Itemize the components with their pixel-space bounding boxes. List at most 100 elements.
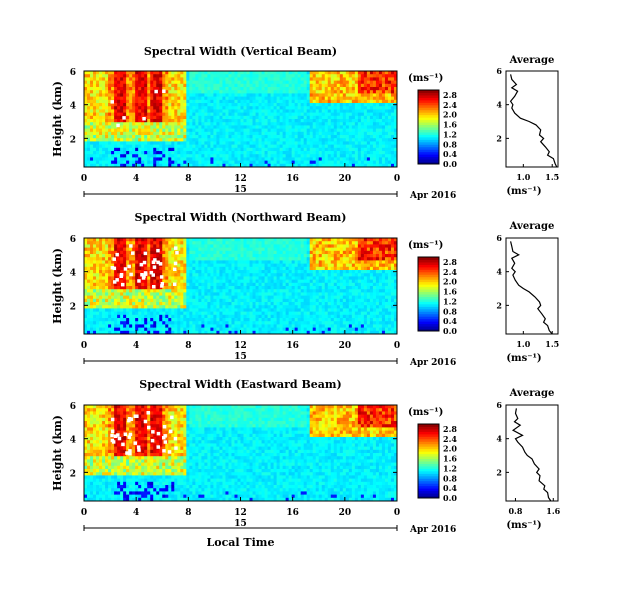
colorbar-swatch	[418, 276, 439, 280]
profile-line	[509, 74, 558, 168]
colorbar: 0.00.40.81.21.62.02.42.8(ms⁻¹)	[408, 73, 457, 169]
colorbar-frame	[417, 256, 440, 332]
colorbar-tick-label: 2.8	[443, 90, 457, 100]
colorbar-swatch	[418, 124, 439, 128]
colorbar-swatch	[418, 114, 439, 118]
colorbar-swatch	[418, 298, 439, 302]
x-tick-label: 16	[286, 174, 299, 184]
colorbar-swatch	[418, 424, 439, 427]
profile-x-label: (ms⁻¹)	[506, 353, 541, 364]
colorbar-swatch	[418, 161, 439, 165]
profile-y-tick-label: 2	[496, 300, 502, 310]
colorbar-swatch	[418, 473, 439, 477]
y-axis-label: Height (km)	[51, 248, 64, 324]
colorbar-swatch	[418, 144, 439, 148]
colorbar-swatch	[418, 119, 439, 123]
colorbar-swatch	[418, 303, 439, 307]
colorbar-swatch	[418, 257, 439, 260]
colorbar-swatch	[418, 141, 439, 145]
missing-data-gaps	[110, 411, 178, 456]
colorbar-tick-label: 1.6	[443, 454, 457, 464]
colorbar-swatch	[418, 289, 439, 293]
y-axis-label: Height (km)	[51, 81, 64, 157]
colorbar-swatch	[418, 461, 439, 464]
profile-y-tick-label: 4	[496, 434, 502, 444]
profile-y-tick-label: 2	[496, 133, 502, 143]
date-label: 15	[234, 185, 247, 195]
colorbar-tick-label: 2.4	[443, 100, 457, 110]
y-tick-label: 4	[70, 102, 76, 112]
date-label-right: Apr 2016	[409, 191, 456, 201]
profile-frame	[505, 70, 559, 168]
profile-title: Average	[509, 221, 555, 232]
colorbar-unit: (ms⁻¹)	[408, 240, 443, 251]
x-tick-label: 4	[133, 174, 139, 184]
colorbar-swatch	[418, 151, 439, 155]
profile-x-tick-label: 1.5	[545, 339, 559, 349]
colorbar-swatch	[418, 438, 439, 442]
colorbar-tick-label: 2.4	[443, 434, 457, 444]
profile-x-label: (ms⁻¹)	[506, 520, 541, 531]
colorbar-swatch	[418, 296, 439, 300]
colorbar-swatch	[418, 146, 439, 150]
colorbar-swatch	[418, 261, 439, 265]
x-tick-label: 0	[394, 174, 400, 184]
colorbar-swatch	[418, 112, 439, 116]
x-tick-label: 8	[185, 341, 191, 351]
colorbar-tick-label: 0.0	[443, 159, 457, 169]
colorbar-swatch	[418, 316, 439, 320]
colorbar-swatch	[418, 308, 439, 312]
colorbar-swatch	[418, 129, 439, 133]
average-profile: Average 2 4 6 1.0 1.5 (ms⁻¹)	[496, 55, 559, 197]
x-tick-label: 12	[234, 508, 247, 518]
profile-x-tick-label: 1.0	[516, 172, 530, 182]
colorbar-swatch	[418, 436, 439, 440]
colorbar-swatch	[418, 269, 439, 273]
colorbar-swatch	[418, 107, 439, 111]
x-tick-label: 16	[286, 341, 299, 351]
colorbar-swatch	[418, 264, 439, 268]
x-tick-label: 16	[286, 508, 299, 518]
colorbar-tick-label: 0.0	[443, 493, 457, 503]
colorbar-swatch	[418, 90, 439, 93]
x-tick-label: 20	[339, 341, 352, 351]
colorbar-swatch	[418, 318, 439, 322]
chart-title: Spectral Width (Eastward Beam)	[139, 378, 341, 391]
colorbar-swatch	[418, 94, 439, 98]
profile-x-tick-label: 1.6	[546, 506, 560, 516]
colorbar-tick-label: 2.0	[443, 110, 457, 120]
y-tick-label: 6	[70, 235, 76, 245]
colorbar-swatch	[418, 458, 439, 462]
colorbar-tick-label: 0.8	[443, 473, 457, 483]
y-tick-label: 6	[70, 68, 76, 78]
colorbar: 0.00.40.81.21.62.02.42.8(ms⁻¹)	[408, 240, 457, 336]
colorbar-swatch	[418, 286, 439, 290]
colorbar-swatch	[418, 311, 439, 315]
colorbar-swatch	[418, 159, 439, 163]
colorbar-swatch	[418, 493, 439, 497]
x-tick-label: 0	[394, 341, 400, 351]
average-profile: Average 2 4 6 0.8 1.6 (ms⁻¹)	[496, 388, 560, 531]
profile-x-tick-label: 1.0	[516, 339, 530, 349]
colorbar-swatch	[418, 485, 439, 489]
profile-y-tick-label: 4	[496, 100, 502, 110]
x-tick-label: 4	[133, 508, 139, 518]
date-label: 15	[234, 519, 247, 529]
colorbar-swatch	[418, 104, 439, 108]
colorbar-swatch	[418, 475, 439, 479]
chart-title: Spectral Width (Northward Beam)	[135, 211, 347, 224]
colorbar-swatch	[418, 259, 439, 263]
colorbar-swatch	[418, 271, 439, 275]
y-tick-label: 2	[70, 135, 76, 145]
profile-title: Average	[509, 388, 555, 399]
colorbar-swatch	[418, 122, 439, 126]
y-tick-label: 2	[70, 302, 76, 312]
colorbar-swatch	[418, 136, 439, 140]
x-tick-label: 8	[185, 508, 191, 518]
colorbar-tick-label: 0.4	[443, 316, 457, 326]
missing-data-gaps	[110, 89, 166, 128]
colorbar-tick-label: 1.2	[443, 463, 457, 473]
colorbar-swatch	[418, 99, 439, 103]
profile-line	[510, 241, 553, 335]
y-tick-label: 6	[70, 402, 76, 412]
